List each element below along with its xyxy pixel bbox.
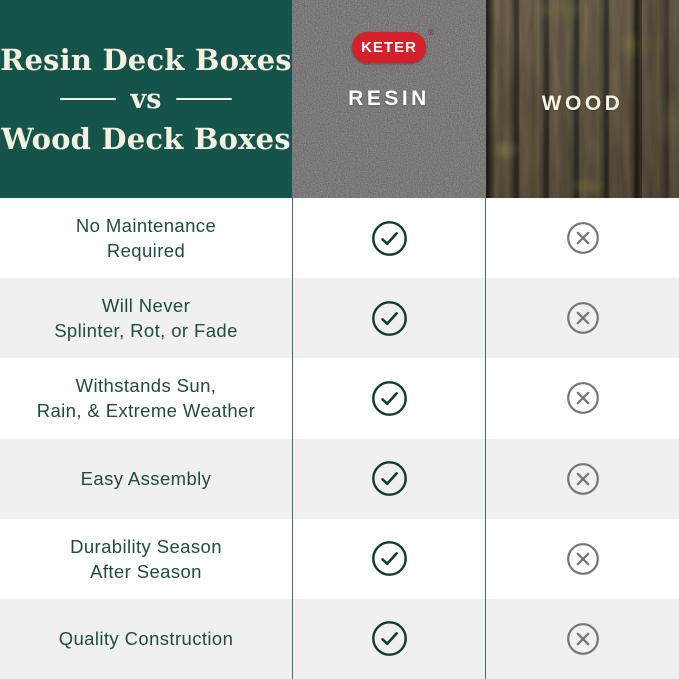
x-icon [566,542,599,575]
table-row: Will Never Splinter, Rot, or Fade [0,278,679,359]
x-icon [566,382,599,415]
wood-value-cell [486,278,679,358]
vs-rule-left [59,98,116,100]
resin-value-cell [293,518,486,599]
check-icon [371,300,407,336]
x-icon [566,623,599,655]
x-icon [566,302,599,335]
feature-cell: Easy Assembly [0,438,293,519]
header: Resin Deck Boxes vs Wood Deck Boxes KETE… [0,0,679,198]
feature-label: Durability Season [70,535,222,557]
title-panel: Resin Deck Boxes vs Wood Deck Boxes [0,0,292,198]
wood-value-cell [486,599,679,679]
vs-rule-right [176,98,233,100]
table-row: Easy Assembly [0,438,679,519]
vs-separator: vs [59,83,233,115]
resin-value-cell [293,198,486,279]
check-icon [371,381,407,416]
feature-label: Splinter, Rot, or Fade [54,320,238,342]
feature-cell: Quality Construction [0,598,293,679]
x-icon [566,462,599,495]
check-icon [371,461,407,496]
registered-trademark-icon: ® [428,28,435,37]
wood-value-cell [486,439,679,519]
feature-label: Required [106,240,186,262]
wood-column-header: WOOD [486,0,679,198]
column-label-wood: WOOD [541,92,624,115]
feature-label: Rain, & Extreme Weather [36,400,256,422]
wood-value-cell [486,198,679,278]
feature-cell: Withstands Sun, Rain, & Extreme Weather [0,358,293,439]
feature-cell: Durability Season After Season [0,518,293,599]
page-title-line2: Wood Deck Boxes [1,121,291,156]
feature-label: After Season [90,560,202,582]
vs-label: vs [130,83,162,115]
keter-logo-text: KETER [361,39,417,56]
wood-header-content: WOOD [486,0,679,198]
check-icon [371,541,407,577]
check-icon [371,220,407,256]
feature-label: Will Never [101,295,191,317]
x-icon [566,222,599,254]
feature-cell: No Maintenance Required [0,198,293,279]
feature-label: No Maintenance [75,215,217,237]
resin-value-cell [293,438,486,519]
feature-label: Quality Construction [58,628,234,650]
resin-value-cell [293,278,486,359]
feature-label: Withstands Sun, [75,375,217,397]
table-row: Quality Construction [0,598,679,679]
table-row: No Maintenance Required [0,198,679,279]
table-row: Withstands Sun, Rain, & Extreme Weather [0,358,679,439]
wood-value-cell [486,519,679,599]
table-row: Durability Season After Season [0,518,679,599]
page-title-line1: Resin Deck Boxes [0,42,292,77]
resin-value-cell [293,358,486,439]
feature-cell: Will Never Splinter, Rot, or Fade [0,278,293,359]
resin-value-cell [293,598,486,679]
comparison-table: No Maintenance Required Will Never Splin… [0,198,679,679]
feature-label: Easy Assembly [80,468,212,490]
column-label-resin: RESIN [348,87,430,110]
wood-value-cell [486,358,679,438]
keter-logo: KETER ® [352,28,434,63]
resin-column-header: KETER ® RESIN [292,0,486,198]
check-icon [371,621,407,657]
resin-header-content: KETER ® RESIN [292,0,486,198]
